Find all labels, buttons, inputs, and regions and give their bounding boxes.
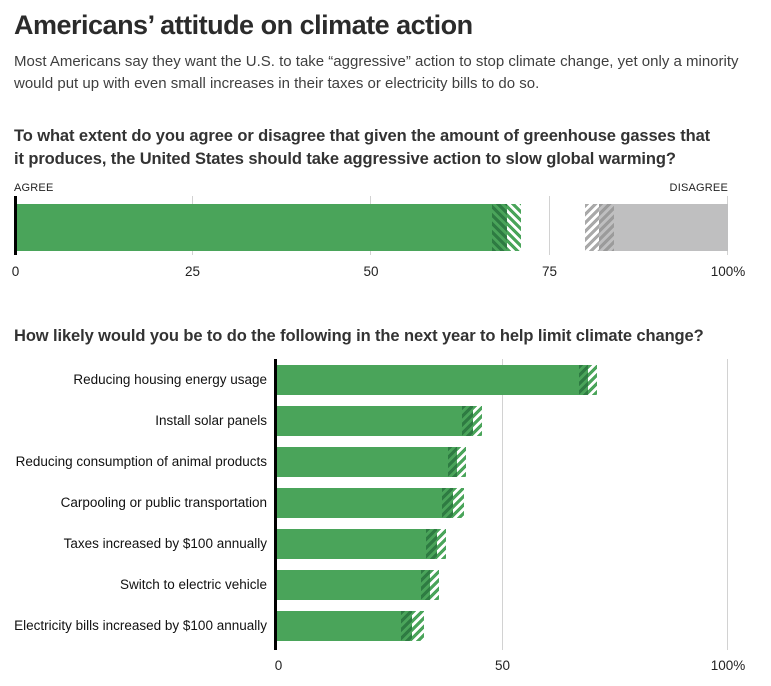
bar-row: Reducing consumption of animal products [14,447,728,477]
bar-hatch-inner-segment [461,406,474,436]
agree-label: AGREE [14,182,54,194]
bar-hatch-inner-segment [448,447,458,477]
q2-ticks: 0 50 100% [274,658,746,675]
row-label: Switch to electric vehicle [119,577,267,592]
gridline [548,196,550,255]
disagree-solid-segment [613,204,728,251]
q1-end-labels: AGREE DISAGREE [14,182,728,194]
bar-track [277,447,728,477]
row-label: Electricity bills increased by $100 annu… [14,618,267,633]
row-label: Install solar panels [155,413,267,428]
bar-track [277,488,728,518]
q2-grid-overlay [274,359,728,650]
bar-solid-segment [277,406,462,436]
bar-solid-segment [277,365,580,395]
agree-hatch-outer-segment [506,204,521,251]
disagree-label: DISAGREE [669,182,728,194]
row-label: Carpooling or public transportation [60,495,267,510]
gridline [501,359,503,650]
q1-plot [14,196,728,255]
tick-label: 50 [494,658,511,673]
tick-label: 50 [363,264,379,279]
bar-hatch-outer-segment [452,488,465,518]
tick-label: 100% [710,264,746,279]
gridline [727,359,728,650]
bar-hatch-inner-segment [579,365,589,395]
bar-solid-segment [277,570,422,600]
row-label: Reducing housing energy usage [73,372,267,387]
page-subtitle: Most Americans say they want the U.S. to… [14,53,739,92]
page-title: Americans’ attitude on climate action [14,10,473,40]
disagree-hatch-outer-segment [585,204,600,251]
bar-hatch-outer-segment [457,447,467,477]
q1-ticks: 0 25 50 75 100% [11,264,746,281]
bar-hatch-outer-segment [588,365,598,395]
bar-row: Electricity bills increased by $100 annu… [14,611,728,641]
bar-hatch-outer-segment [473,406,483,436]
bar-track [277,611,728,641]
bar-row: Carpooling or public transportation [14,488,728,518]
tick-label: 0 [274,658,283,673]
bar-hatch-outer-segment [412,611,424,641]
question-2-heading: How likely would you be to do the follow… [14,327,704,345]
bar-track [277,406,728,436]
bar-hatch-inner-segment [441,488,453,518]
q2-rows: Reducing housing energy usage Install sol… [14,359,728,650]
bar-row: Install solar panels [14,406,728,436]
q1-axis-line [14,196,17,255]
row-label: Taxes increased by $100 annually [63,536,267,551]
bar-solid-segment [277,488,442,518]
bar-solid-segment [277,529,426,559]
agree-solid-segment [14,204,493,251]
bar-solid-segment [277,611,402,641]
agree-hatch-inner-segment [492,204,507,251]
q2-axis-line [274,359,277,650]
bar-row: Reducing housing energy usage [14,365,728,395]
bar-hatch-outer-segment [437,529,447,559]
tick-label: 0 [11,264,20,279]
bar-row: Switch to electric vehicle [14,570,728,600]
tick-label: 25 [184,264,201,279]
tick-label: 75 [541,264,558,279]
bar-track [277,365,728,395]
disagree-hatch-inner-segment [599,204,614,251]
bar-hatch-inner-segment [425,529,438,559]
q1-bar [14,204,728,251]
bar-hatch-inner-segment [401,611,413,641]
bar-track [277,570,728,600]
q2-plot: Reducing housing energy usage Install sol… [14,359,728,650]
tick-label: 100% [710,658,746,673]
bar-row: Taxes increased by $100 annually [14,529,728,559]
bar-solid-segment [277,447,449,477]
bar-track [277,529,728,559]
bar-hatch-outer-segment [430,570,440,600]
row-label: Reducing consumption of animal products [15,454,267,469]
question-1-heading: To what extent do you agree or disagree … [14,127,711,168]
bar-hatch-inner-segment [421,570,431,600]
